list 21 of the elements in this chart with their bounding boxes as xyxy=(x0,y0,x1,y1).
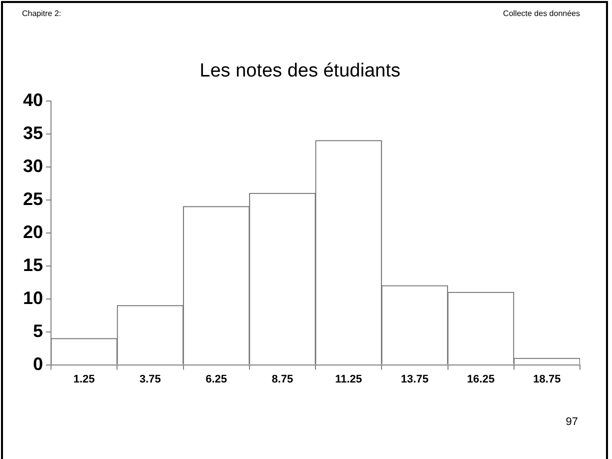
x-tick-label: 8.75 xyxy=(272,373,294,386)
y-tick-label: 5 xyxy=(33,320,44,341)
y-tick-label: 25 xyxy=(22,188,44,209)
y-tick-label: 30 xyxy=(22,156,44,176)
y-tick-label: 0 xyxy=(33,354,44,374)
text: Chapitre 2: xyxy=(22,9,62,18)
y-tick-label: 10 xyxy=(22,288,44,308)
text: 97 xyxy=(566,416,578,428)
x-tick-label: 11.25 xyxy=(335,373,362,386)
y-tick-label: 40 xyxy=(22,90,44,110)
y-tick-label: 20 xyxy=(22,222,44,242)
text: Collecte des données xyxy=(503,9,580,18)
x-tick-label: 13.75 xyxy=(400,373,428,386)
x-tick-label: 18.75 xyxy=(533,373,561,386)
x-tick-label: 16.25 xyxy=(467,373,495,386)
y-tick-label: 35 xyxy=(22,122,44,143)
x-tick-label: 3.75 xyxy=(139,373,161,386)
chart-title: Les notes des étudiants xyxy=(200,60,400,82)
x-tick-label: 1.25 xyxy=(73,373,95,386)
y-tick-label: 15 xyxy=(22,254,44,275)
x-tick-label: 6.25 xyxy=(206,373,228,386)
